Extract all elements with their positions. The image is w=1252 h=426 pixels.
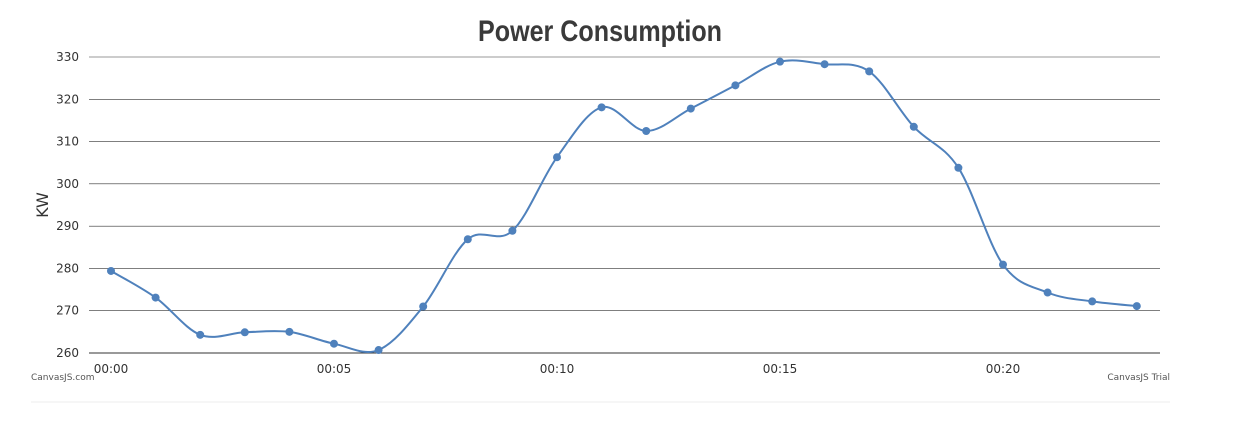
y-tick-label: 290 <box>56 219 79 233</box>
data-point[interactable] <box>240 328 249 337</box>
data-point[interactable] <box>330 339 338 348</box>
x-axis-ticks: 00:00 00:05 00:10 00:15 00:20 <box>94 362 1021 376</box>
y-tick-label: 320 <box>56 92 79 106</box>
x-tick-label: 00:20 <box>986 362 1021 376</box>
data-point[interactable] <box>1088 297 1097 306</box>
data-points <box>107 57 1141 355</box>
data-point[interactable] <box>1043 288 1052 297</box>
data-point[interactable] <box>909 122 918 131</box>
data-point[interactable] <box>642 127 651 135</box>
data-point[interactable] <box>419 302 428 311</box>
data-point[interactable] <box>107 266 115 275</box>
data-point[interactable] <box>553 153 561 162</box>
data-point[interactable] <box>151 293 160 302</box>
data-point[interactable] <box>196 330 205 339</box>
y-axis-label: KW <box>33 192 52 218</box>
chart-title: Power Consumption <box>478 15 722 48</box>
y-tick-label: 270 <box>56 304 79 318</box>
data-point[interactable] <box>686 104 695 113</box>
data-point[interactable] <box>597 103 606 112</box>
data-point[interactable] <box>508 226 517 235</box>
y-tick-label: 280 <box>56 261 79 275</box>
gridlines <box>89 56 1160 312</box>
x-tick-label: 00:00 <box>94 362 129 376</box>
data-point[interactable] <box>776 57 784 66</box>
x-tick-label: 00:10 <box>540 362 575 376</box>
data-point[interactable] <box>999 260 1007 269</box>
data-point[interactable] <box>731 81 740 90</box>
data-point[interactable] <box>954 163 963 172</box>
series-line <box>110 59 1137 354</box>
y-axis-ticks: 260 270 280 290 300 310 320 330 <box>56 50 79 360</box>
x-tick-label: 00:05 <box>317 362 352 376</box>
y-tick-label: 300 <box>56 177 79 191</box>
data-point[interactable] <box>463 235 472 244</box>
data-point[interactable] <box>374 346 383 355</box>
data-point[interactable] <box>820 60 829 69</box>
data-point[interactable] <box>865 67 874 76</box>
y-tick-label: 310 <box>56 135 79 149</box>
y-tick-label: 260 <box>56 346 79 360</box>
credit-left[interactable]: CanvasJS.com <box>31 373 94 383</box>
y-tick-label: 330 <box>56 50 79 64</box>
credit-right[interactable]: CanvasJS Trial <box>1107 373 1170 383</box>
x-tick-label: 00:15 <box>763 362 798 376</box>
data-point[interactable] <box>1132 302 1141 311</box>
data-point[interactable] <box>285 327 294 336</box>
